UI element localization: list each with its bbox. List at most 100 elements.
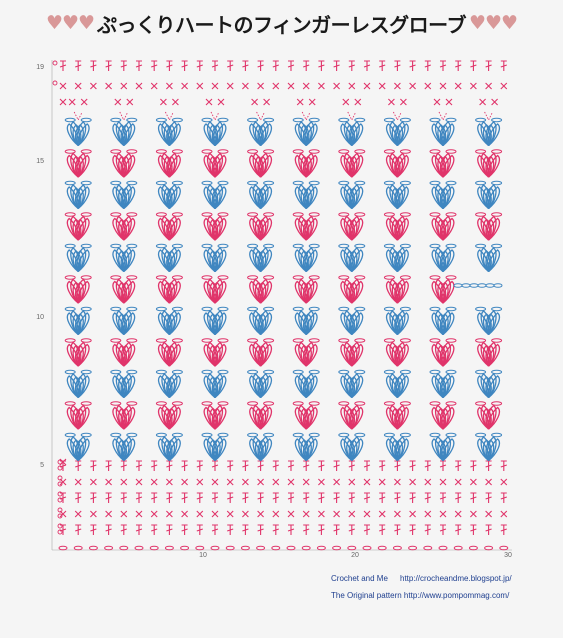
puff-loop bbox=[166, 313, 176, 335]
turning-chain bbox=[57, 475, 63, 481]
puff-loop bbox=[257, 407, 267, 430]
puff-loop bbox=[348, 124, 358, 146]
chain-stitch bbox=[301, 545, 311, 551]
puff-loop bbox=[213, 280, 227, 304]
credit-original-pattern[interactable]: The Original pattern http://www.pompomma… bbox=[331, 591, 510, 600]
sc-stitch bbox=[491, 98, 498, 106]
chain-stitch bbox=[171, 243, 183, 249]
puff-loop bbox=[254, 344, 264, 367]
dc-stitch bbox=[196, 60, 203, 71]
puff-loop bbox=[163, 407, 173, 430]
sc-stitch bbox=[454, 82, 462, 90]
puff-loop bbox=[482, 250, 492, 272]
sc-stitch bbox=[105, 82, 112, 90]
chain-stitch bbox=[110, 401, 122, 406]
credit-site-url[interactable]: http://crocheandme.blogspot.jp/ bbox=[400, 574, 512, 583]
dc-stitch bbox=[424, 460, 431, 471]
sc-stitch bbox=[485, 478, 492, 486]
chain-stitch bbox=[263, 432, 275, 438]
chain-stitch bbox=[308, 275, 320, 280]
dc-stitch bbox=[439, 524, 447, 535]
chain-stitch bbox=[399, 180, 411, 186]
chain-stitch bbox=[64, 306, 76, 312]
sc-stitch bbox=[196, 478, 204, 486]
chain-stitch bbox=[338, 369, 350, 375]
sc-stitch bbox=[302, 478, 310, 486]
sc-stitch bbox=[257, 510, 264, 518]
chain-stitch bbox=[110, 275, 122, 280]
puff-loop bbox=[437, 124, 447, 146]
puff-loop bbox=[441, 186, 455, 210]
chain-stitch bbox=[408, 545, 418, 551]
puff-loop bbox=[211, 218, 221, 241]
chain-stitch bbox=[217, 369, 229, 375]
chain-stitch bbox=[80, 306, 92, 312]
dc-stitch bbox=[120, 492, 127, 503]
chain-stitch bbox=[80, 275, 92, 280]
chain-stitch bbox=[126, 243, 138, 249]
dc-stitch bbox=[470, 492, 477, 503]
sc-stitch bbox=[400, 98, 407, 106]
puff-loop bbox=[302, 407, 312, 430]
puff-loop bbox=[168, 186, 181, 210]
dc-stitch bbox=[181, 492, 188, 503]
chain-stitch bbox=[126, 180, 138, 186]
puff-loop bbox=[211, 344, 221, 367]
puff-loop bbox=[485, 376, 495, 398]
chain-stitch bbox=[210, 545, 220, 551]
chain-stitch bbox=[225, 545, 235, 551]
chain-stitch bbox=[475, 432, 487, 438]
chain-stitch bbox=[263, 338, 275, 343]
puff-loop bbox=[254, 281, 264, 304]
chain-stitch bbox=[263, 180, 275, 186]
chain-stitch bbox=[429, 432, 441, 438]
dc-stitch bbox=[333, 60, 340, 71]
chain-stitch bbox=[64, 432, 76, 438]
sc-stitch bbox=[470, 478, 477, 486]
chain-stitch bbox=[429, 369, 441, 375]
chain-stitch bbox=[110, 338, 122, 343]
puff-top bbox=[347, 111, 357, 122]
chain-stitch bbox=[354, 212, 366, 217]
chain-stitch bbox=[429, 180, 441, 186]
chain-stitch bbox=[383, 212, 395, 217]
chain-stitch bbox=[445, 243, 457, 249]
sc-stitch bbox=[120, 478, 128, 486]
puff-loop bbox=[259, 375, 273, 399]
dc-stitch bbox=[257, 460, 264, 471]
sc-stitch bbox=[439, 82, 447, 90]
chain-stitch bbox=[445, 180, 457, 186]
chain-stitch bbox=[292, 243, 304, 249]
puff-loop bbox=[396, 154, 409, 178]
puff-loop bbox=[302, 313, 312, 335]
chain-stitch bbox=[217, 212, 229, 217]
puff-loop bbox=[346, 187, 356, 209]
chain-stitch bbox=[263, 275, 275, 280]
puff-loop bbox=[346, 376, 356, 398]
puff-loop bbox=[350, 249, 364, 273]
puff-loop bbox=[120, 281, 130, 304]
sc-stitch bbox=[135, 510, 143, 518]
puff-loop bbox=[300, 187, 310, 209]
dc-stitch bbox=[424, 524, 431, 535]
puff-loop bbox=[168, 154, 181, 178]
chain-stitch bbox=[292, 401, 304, 406]
puff-loop bbox=[391, 250, 401, 272]
puff-loop bbox=[166, 407, 176, 430]
dc-stitch bbox=[151, 60, 158, 71]
puff-loop bbox=[394, 344, 404, 367]
puff-loop bbox=[163, 187, 173, 209]
chain-stitch bbox=[64, 369, 76, 375]
puff-loop bbox=[348, 155, 358, 178]
puff-loop bbox=[350, 123, 364, 147]
chain-stitch bbox=[155, 212, 167, 217]
puff-loop bbox=[213, 154, 227, 178]
puff-loop bbox=[391, 281, 401, 304]
chain-stitch bbox=[399, 212, 411, 217]
puff-loop bbox=[300, 407, 310, 430]
puff-loop bbox=[396, 280, 409, 304]
chain-stitch bbox=[110, 212, 122, 217]
chain-stitch bbox=[80, 212, 92, 217]
turning-chain bbox=[57, 513, 63, 519]
chain-stitch bbox=[149, 545, 159, 551]
